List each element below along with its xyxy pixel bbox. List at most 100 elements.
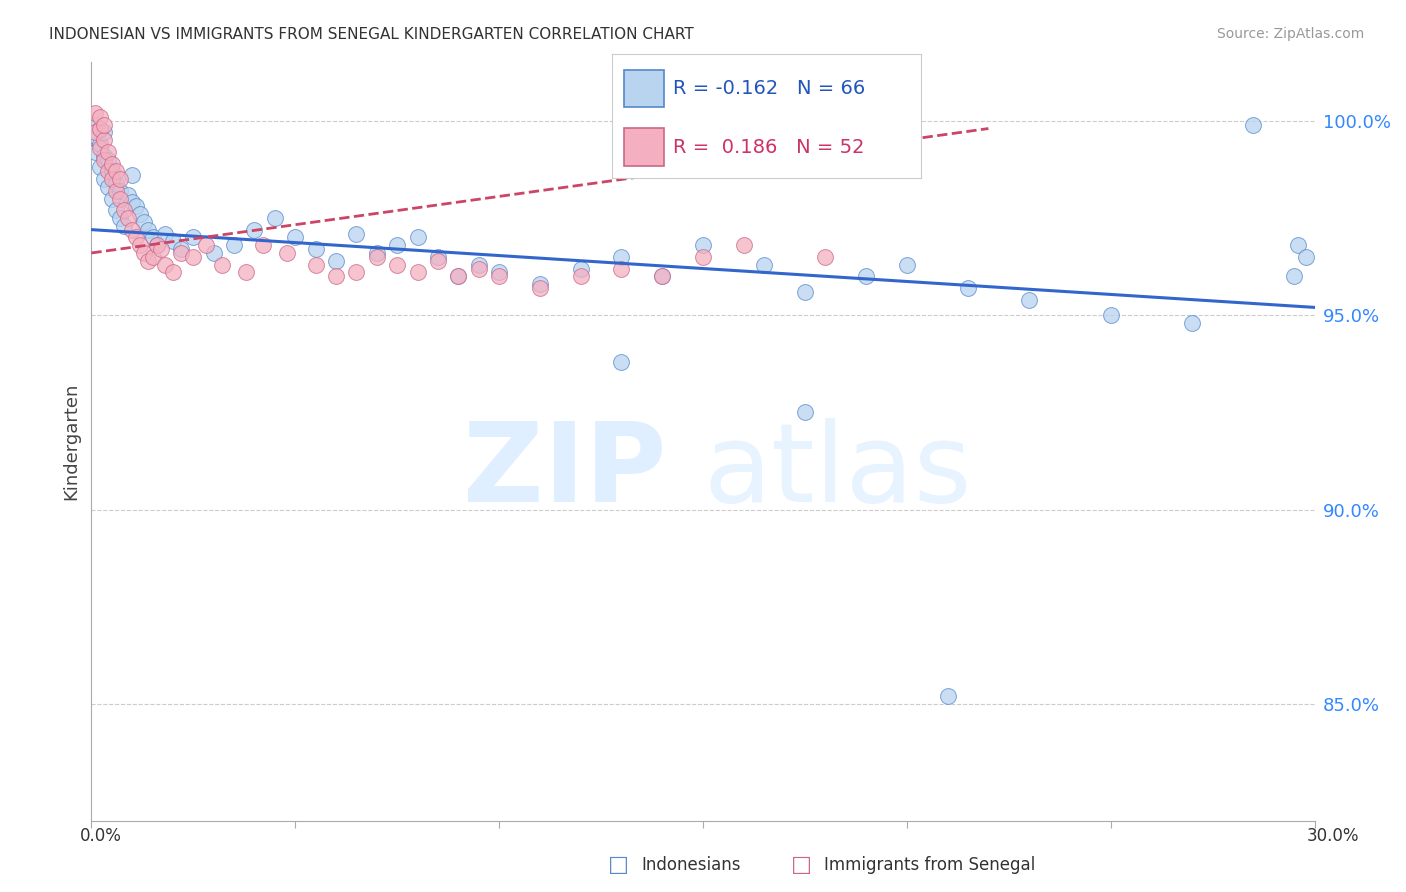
Point [117,211,139,225]
Point [1282,269,1305,284]
Point [84,118,107,132]
Text: ZIP: ZIP [463,418,666,525]
Point [304,258,326,272]
Point [467,261,491,276]
Text: Immigrants from Senegal: Immigrants from Senegal [824,856,1035,874]
Point [145,238,167,252]
Point [121,195,143,210]
Text: R = -0.162   N = 66: R = -0.162 N = 66 [673,79,866,98]
Point [569,261,592,276]
Point [97,179,120,194]
Point [93,118,115,132]
Text: Source: ZipAtlas.com: Source: ZipAtlas.com [1216,27,1364,41]
Text: □: □ [792,855,811,875]
Point [84,145,107,159]
Point [194,238,217,252]
Point [855,269,877,284]
Point [793,285,815,299]
Point [101,164,124,178]
Text: atlas: atlas [703,418,972,525]
Point [101,172,124,186]
Point [93,125,115,139]
Point [121,222,143,236]
Point [108,211,131,225]
Point [276,246,298,260]
Point [89,137,111,152]
Point [304,242,326,256]
Point [89,110,111,124]
Point [447,269,470,284]
Point [138,222,160,236]
Point [427,253,450,268]
Text: 30.0%: 30.0% [1306,827,1360,845]
Point [488,265,510,279]
Point [97,145,120,159]
Point [93,172,115,186]
Point [651,269,673,284]
Point [138,253,160,268]
Point [1181,316,1204,330]
Point [104,203,127,218]
Point [385,258,409,272]
Point [149,242,172,256]
Bar [624,128,664,166]
Point [89,121,111,136]
Y-axis label: Kindergarten: Kindergarten [62,383,80,500]
Point [108,184,131,198]
Point [569,269,592,284]
Point [346,227,368,241]
Point [467,258,491,272]
Point [406,230,429,244]
Point [141,250,163,264]
Text: R =  0.186   N = 52: R = 0.186 N = 52 [673,137,865,157]
Point [235,265,257,279]
Point [733,238,755,252]
Point [264,211,287,225]
Point [134,215,156,229]
Point [97,164,120,178]
Point [651,269,673,284]
Point [89,141,111,155]
Point [936,690,959,704]
Point [1295,250,1317,264]
Point [243,222,266,236]
Point [170,242,193,256]
Point [447,269,470,284]
Point [366,246,388,260]
Bar [624,70,664,107]
Point [284,230,307,244]
Text: Indonesians: Indonesians [641,856,741,874]
Point [93,153,115,167]
Point [183,230,205,244]
Point [104,176,127,190]
Point [692,238,714,252]
Point [385,238,409,252]
Point [1018,293,1040,307]
Point [529,281,551,295]
Point [153,258,176,272]
Point [93,133,115,147]
Point [488,269,510,284]
Point [211,258,233,272]
Point [427,250,450,264]
Point [101,156,124,170]
Point [366,250,388,264]
Point [134,246,156,260]
Point [610,355,633,369]
Point [252,238,274,252]
Point [108,192,131,206]
Point [896,258,918,272]
Point [183,250,205,264]
Point [1243,118,1265,132]
Point [610,261,633,276]
Point [89,121,111,136]
Point [170,246,193,260]
Point [956,281,979,295]
Point [754,258,776,272]
Point [84,129,107,144]
Point [692,250,714,264]
Point [325,253,347,268]
Point [202,246,225,260]
Point [162,235,184,249]
Point [529,277,551,291]
